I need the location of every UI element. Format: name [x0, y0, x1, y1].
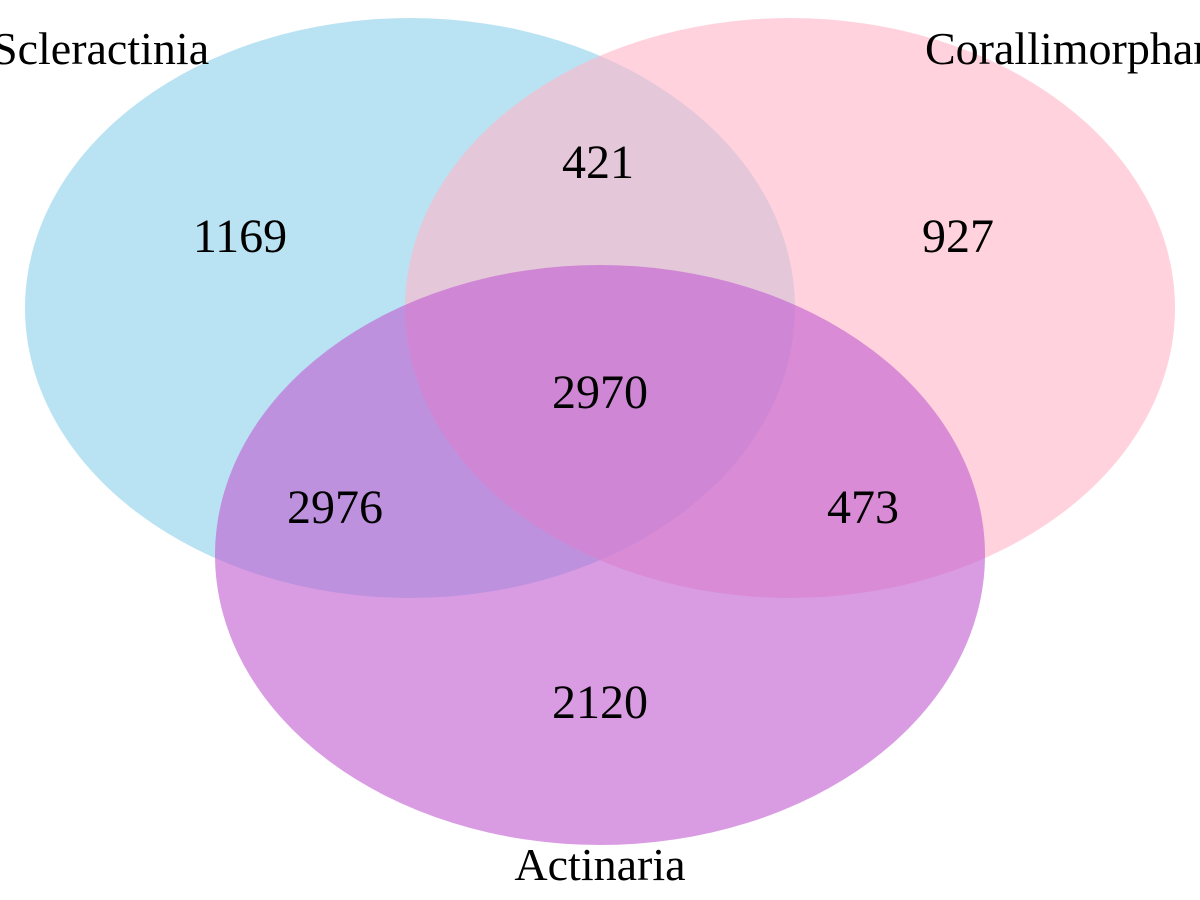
actinaria-ellipse — [215, 265, 985, 845]
set-label-scleractinia: Scleractinia — [0, 23, 209, 74]
count-scleractinia-corallimorpharia: 421 — [562, 136, 634, 189]
count-scleractinia-only: 1169 — [193, 210, 287, 263]
set-label-actinaria: Actinaria — [514, 839, 685, 890]
count-corallimorpharia-only: 927 — [922, 210, 994, 263]
count-actinaria-only: 2120 — [552, 676, 648, 729]
count-corallimorpharia-actinaria: 473 — [827, 481, 899, 534]
count-all-three: 2970 — [552, 366, 648, 419]
set-label-corallimorpharia: Corallimorpharia — [925, 23, 1200, 74]
count-scleractinia-actinaria: 2976 — [287, 481, 383, 534]
